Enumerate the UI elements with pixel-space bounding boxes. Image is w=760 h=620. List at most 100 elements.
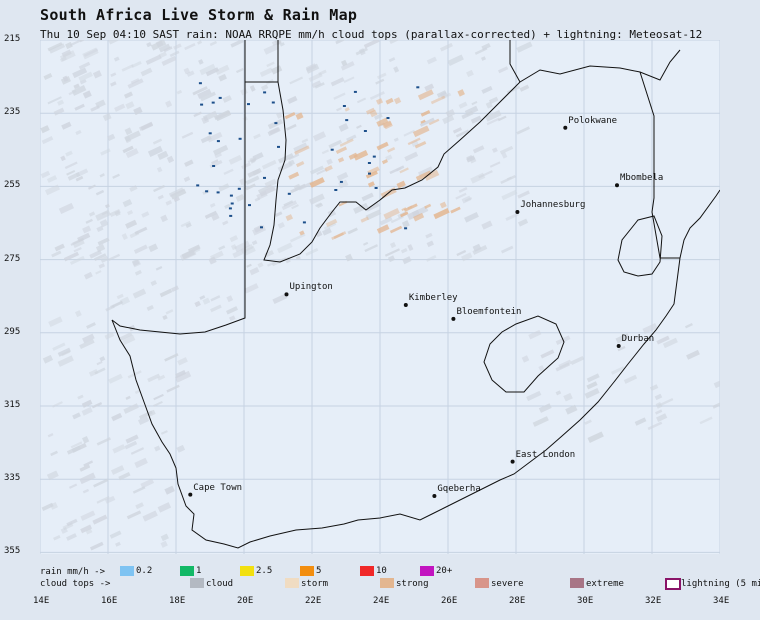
cloud-patch xyxy=(662,337,678,349)
cloud-patch xyxy=(232,248,247,259)
cloud-patch xyxy=(218,73,227,82)
cloud-patch xyxy=(114,103,126,112)
cloud-patch xyxy=(481,220,493,230)
cloud-patch xyxy=(53,107,65,116)
cloud-patch xyxy=(157,150,169,161)
cloud-patch xyxy=(107,133,116,142)
rain-pixel xyxy=(363,130,367,132)
city-dot[interactable] xyxy=(615,183,619,188)
storm-patch xyxy=(324,165,333,172)
cloud-patch xyxy=(70,441,83,449)
cloud-patch xyxy=(338,179,349,189)
cloud-patch xyxy=(654,393,663,401)
cloud-patch xyxy=(111,412,123,422)
storm-patch xyxy=(381,159,388,165)
cloud-patch xyxy=(419,117,435,127)
cloud-patch xyxy=(202,110,218,122)
cloud-patch xyxy=(340,61,355,71)
cloud-patch xyxy=(330,77,345,87)
cloud-patch xyxy=(481,42,491,51)
cloud-patch xyxy=(346,134,357,142)
city-label: East London xyxy=(515,449,576,460)
cloud-patch xyxy=(176,444,186,453)
cloud-patch xyxy=(286,123,297,131)
cloud-patch xyxy=(312,131,327,142)
cloud-patch xyxy=(323,222,337,230)
rain-pixel xyxy=(216,140,220,143)
cloud-patch xyxy=(439,91,448,99)
longitude-label: 14E xyxy=(33,596,50,606)
city-dot[interactable] xyxy=(403,303,408,307)
cloud-patch xyxy=(623,374,638,384)
cloud-patch xyxy=(95,209,111,222)
cloud-patch xyxy=(135,502,144,510)
cloud-patch xyxy=(218,183,230,192)
cloud-patch xyxy=(271,65,283,75)
cloud-patch xyxy=(82,47,99,60)
cloud-patch xyxy=(464,212,479,223)
cloud-patch xyxy=(69,40,83,47)
city-dot[interactable] xyxy=(284,292,289,297)
cloud-patch xyxy=(122,145,134,154)
cloud-patch xyxy=(61,121,72,130)
cloud-patch xyxy=(88,368,99,377)
storm-patch xyxy=(389,225,403,234)
city-dot[interactable] xyxy=(563,125,568,130)
cloud-patch xyxy=(374,113,383,121)
city-dot[interactable] xyxy=(432,494,437,498)
cloud-patch xyxy=(565,404,578,415)
cloud-patch xyxy=(79,338,95,350)
cloud-patch xyxy=(153,393,164,401)
cloud-patch xyxy=(713,379,720,389)
cloud-patch xyxy=(458,187,468,193)
cloud-patch xyxy=(125,101,135,110)
city-dot[interactable] xyxy=(515,210,520,214)
cloud-patch xyxy=(93,253,107,261)
cloud-swatch xyxy=(285,578,299,588)
cloud-patch xyxy=(464,105,479,116)
rain-pixel xyxy=(228,207,232,210)
storm-map[interactable]: Polokwane Mbombela Johannesburg Upington Kim… xyxy=(40,40,720,554)
rain-pixel xyxy=(386,117,390,119)
rain-swatch-label: 2.5 xyxy=(256,566,273,576)
cloud-patch xyxy=(157,374,166,381)
rain-pixel xyxy=(263,91,267,94)
city-markers xyxy=(188,125,621,498)
cloud-patch xyxy=(159,288,173,298)
cloud-patch xyxy=(75,129,82,136)
storm-patch xyxy=(365,107,376,115)
cloud-patch xyxy=(563,392,573,402)
cloud-patch xyxy=(586,373,600,383)
city-dot[interactable] xyxy=(188,492,193,497)
city-dot[interactable] xyxy=(510,459,515,464)
rain-pixel xyxy=(211,101,215,104)
cloud-patch xyxy=(316,168,328,176)
longitude-label: 18E xyxy=(169,596,186,606)
cloud-patch xyxy=(271,40,282,47)
city-dot[interactable] xyxy=(616,344,621,348)
rain-pixel xyxy=(229,214,233,217)
longitude-label: 30E xyxy=(577,596,594,606)
cloud-patch xyxy=(148,243,159,253)
cloud-patch xyxy=(104,495,116,504)
cloud-patch xyxy=(105,203,110,209)
cloud-patch xyxy=(165,100,173,108)
cloud-patch xyxy=(99,219,109,228)
longitude-label: 16E xyxy=(101,596,118,606)
cloud-patch xyxy=(164,485,175,495)
cloud-patch xyxy=(124,130,141,142)
cloud-patch xyxy=(125,219,138,229)
cloud-patch xyxy=(249,266,260,276)
cloud-patch xyxy=(92,70,102,79)
cloud-patch xyxy=(132,259,141,268)
cloud-patch xyxy=(301,138,309,144)
cloud-patch xyxy=(288,153,300,161)
storm-patch xyxy=(288,171,300,180)
latitude-label: 235 xyxy=(4,107,21,118)
cloud-patch xyxy=(485,109,502,122)
cloud-patch xyxy=(184,159,194,167)
city-dot[interactable] xyxy=(451,316,456,321)
cloud-patch xyxy=(558,359,572,369)
cloud-patch xyxy=(88,211,96,217)
cloud-patch xyxy=(66,169,76,176)
